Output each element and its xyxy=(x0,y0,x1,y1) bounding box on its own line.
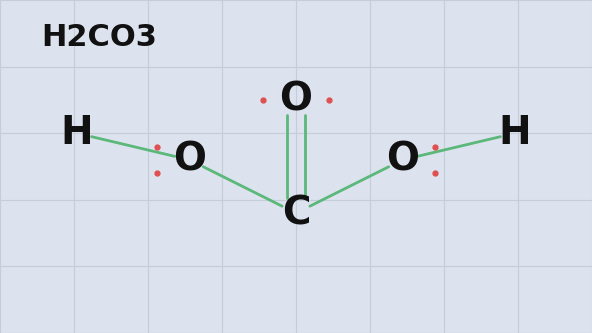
Text: O: O xyxy=(279,81,313,119)
Text: C: C xyxy=(282,194,310,232)
Text: O: O xyxy=(386,141,419,179)
Text: H2CO3: H2CO3 xyxy=(41,23,157,52)
Text: H: H xyxy=(60,114,94,152)
Text: H: H xyxy=(498,114,532,152)
Text: O: O xyxy=(173,141,206,179)
